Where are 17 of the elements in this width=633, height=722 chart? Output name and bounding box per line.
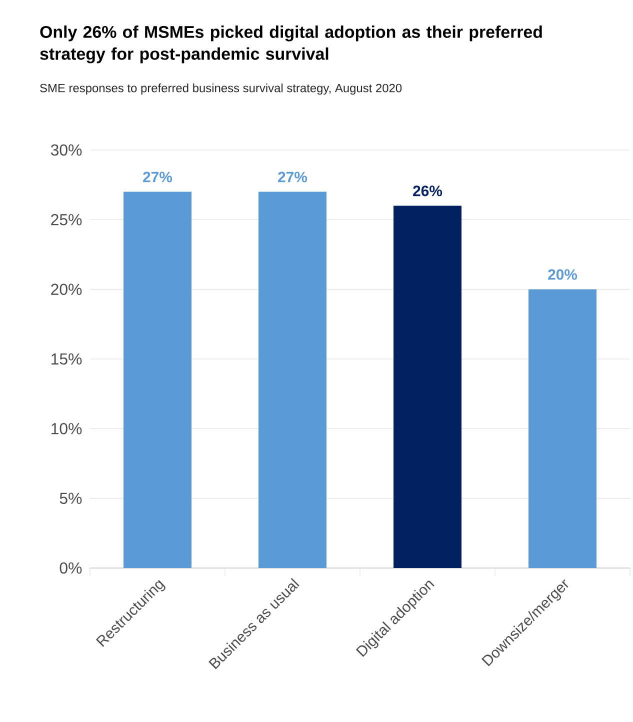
y-tick-label: 5% [60,492,82,504]
bar [124,192,192,568]
data-label: 27% [143,172,172,182]
chart-subtitle: SME responses to preferred business survival strategy, August 2020 [40,84,402,95]
y-tick-label: 20% [51,284,82,295]
bar [394,206,462,568]
chart-title: Only 26% of MSMEs picked digital adoption as their preferred strategy for post-pandemic survival [40,26,542,64]
data-label: 27% [278,172,308,182]
data-label: 26% [413,186,442,196]
y-tick-label: 15% [52,353,82,365]
y-tick-label: 0% [60,562,82,574]
y-tick-label: 30% [50,144,82,156]
y-tick-label: 25% [51,214,82,226]
bar [258,192,327,568]
data-label: 20% [548,269,578,280]
y-tick-label: 10% [52,423,82,434]
bar [528,289,597,568]
